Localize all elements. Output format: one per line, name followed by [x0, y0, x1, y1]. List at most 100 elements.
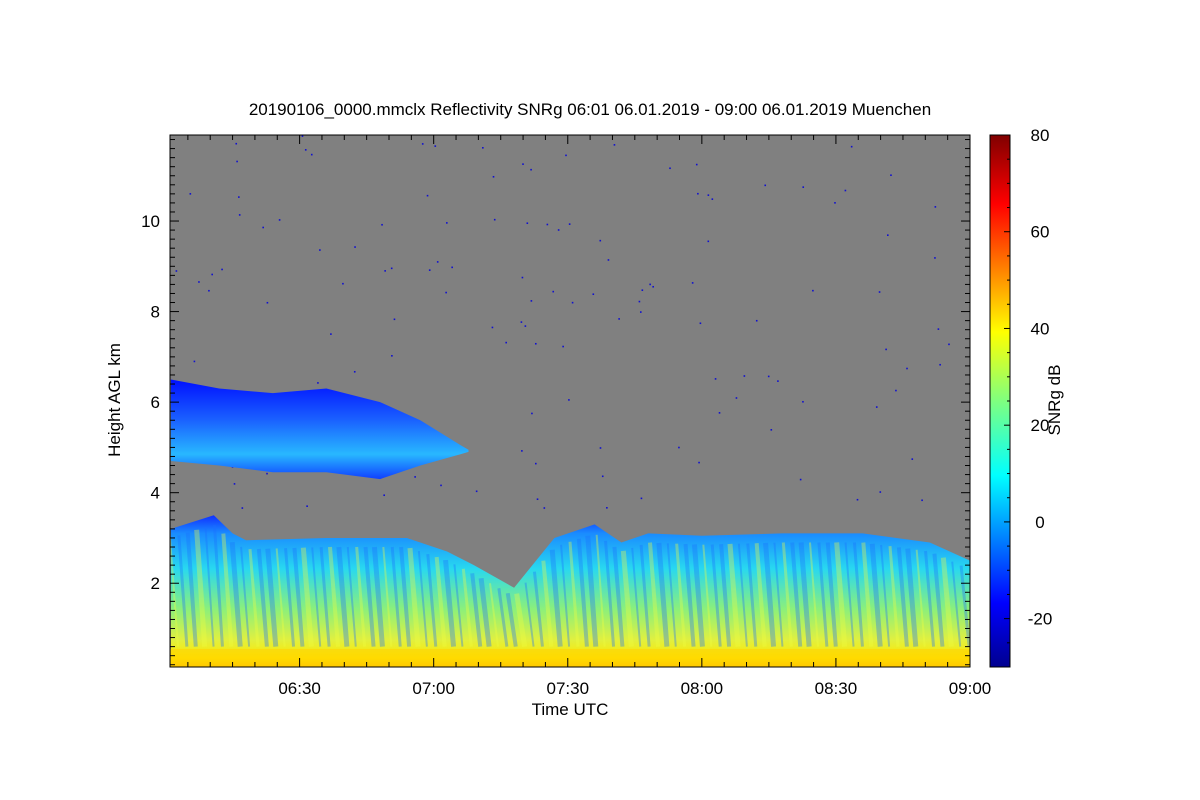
noise-speck [669, 167, 671, 170]
noise-speck [266, 301, 269, 304]
streak [781, 542, 793, 647]
streak [656, 542, 670, 647]
streak [861, 542, 874, 647]
noise-speck [649, 283, 651, 286]
streak [371, 546, 385, 647]
noise-speck [592, 293, 595, 296]
streak [737, 543, 748, 647]
streak [489, 583, 499, 647]
streak [754, 543, 767, 647]
noise-speck [193, 360, 196, 363]
colorbar-tick-label: 40 [1031, 319, 1050, 338]
noise-speck [493, 218, 496, 221]
streak [691, 544, 705, 647]
noise-speck [306, 505, 308, 507]
noise-speck [304, 149, 307, 151]
y-tick-label: 4 [151, 484, 160, 503]
noise-speck [890, 174, 892, 177]
noise-speck [834, 202, 836, 204]
streak [940, 557, 954, 647]
streak [300, 547, 314, 647]
noise-speck [879, 491, 882, 493]
noise-speck [937, 328, 940, 330]
noise-speck [878, 291, 881, 293]
noise-speck [767, 375, 770, 378]
noise-speck [384, 270, 386, 272]
noise-speck [552, 290, 555, 293]
streak [319, 547, 331, 647]
noise-speck [777, 380, 779, 382]
noise-speck [802, 186, 805, 188]
streak [399, 546, 412, 647]
streak [204, 526, 215, 647]
noise-speck [639, 311, 642, 313]
noise-speck [526, 222, 529, 225]
noise-speck [198, 281, 200, 283]
streak [185, 532, 198, 647]
noise-speck [613, 144, 616, 146]
noise-speck [536, 498, 539, 501]
lower-cloud-layer [170, 515, 970, 667]
noise-speck [802, 400, 804, 403]
streak [959, 565, 970, 647]
noise-speck [434, 145, 437, 147]
noise-speck [393, 318, 396, 321]
noise-speck [428, 269, 431, 271]
noise-speck [211, 273, 213, 276]
streak [710, 544, 722, 647]
noise-speck [391, 354, 393, 357]
noise-speck [599, 239, 602, 242]
streak [240, 546, 251, 647]
noise-speck [568, 223, 571, 225]
noise-speck [238, 214, 241, 216]
streak [888, 546, 900, 647]
streak [478, 577, 492, 647]
y-tick-label: 6 [151, 393, 160, 412]
noise-speck [718, 412, 721, 414]
noise-speck [262, 226, 264, 229]
noise-speck [606, 507, 608, 509]
noise-speck [278, 219, 281, 221]
noise-speck [522, 163, 524, 165]
streak [221, 533, 234, 647]
noise-speck [812, 289, 814, 292]
noise-speck [266, 472, 268, 475]
noise-speck [678, 446, 680, 449]
streak [648, 542, 660, 647]
noise-speck [934, 206, 937, 208]
streak [896, 547, 909, 647]
noise-speck [638, 300, 641, 303]
streak [620, 550, 634, 647]
streak [336, 546, 350, 647]
colorbar-tick-label: -20 [1028, 610, 1053, 629]
streak [568, 541, 580, 647]
streak [915, 549, 926, 647]
streak [763, 542, 777, 647]
x-tick-label: 09:00 [949, 679, 992, 698]
streak [390, 546, 402, 647]
near-surface-band [170, 648, 970, 667]
noise-speck [175, 270, 178, 272]
streak [284, 548, 296, 647]
noise-speck [546, 223, 549, 226]
streak [905, 548, 919, 647]
y-tick-label: 10 [141, 212, 160, 231]
streak [951, 561, 962, 647]
noise-speck [505, 341, 507, 344]
noise-speck [641, 289, 644, 291]
noise-speck [640, 497, 643, 500]
noise-speck [233, 483, 236, 485]
colorbar-tick-label: 80 [1031, 126, 1050, 145]
streak [880, 544, 891, 647]
x-tick-label: 07:00 [412, 679, 455, 698]
noise-speck [381, 223, 383, 226]
noise-speck [208, 289, 210, 292]
noise-speck [697, 192, 699, 195]
streak [426, 553, 438, 647]
noise-speck [695, 163, 698, 166]
noise-speck [534, 342, 537, 345]
y-axis: 2 4 6 8 10 [141, 139, 970, 666]
streak [612, 546, 625, 647]
noise-speck [238, 196, 240, 198]
streak [798, 542, 812, 647]
